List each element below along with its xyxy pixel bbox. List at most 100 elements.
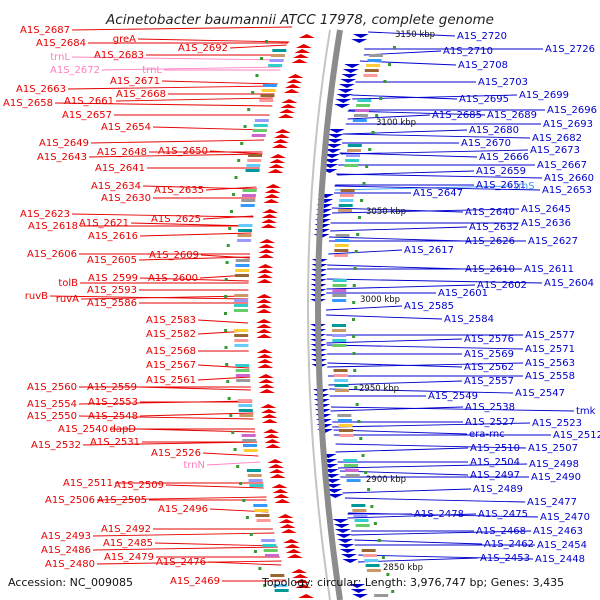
tick-mark xyxy=(362,182,366,185)
label-connector xyxy=(88,153,262,158)
gene-label: trnS xyxy=(514,181,535,192)
function-band xyxy=(264,554,279,557)
genome-backbone xyxy=(315,29,343,600)
function-band xyxy=(337,419,352,422)
function-band xyxy=(332,279,347,282)
label-connector xyxy=(344,497,526,503)
function-band xyxy=(254,509,269,512)
gene-label: A1S_2672 xyxy=(50,65,100,76)
kbp-mark: 3050 kbp xyxy=(366,207,406,217)
label-connector xyxy=(71,56,285,61)
label-connector xyxy=(347,110,486,116)
function-band xyxy=(262,544,277,547)
gene-label: A1S_2563 xyxy=(525,358,575,369)
function-band xyxy=(352,509,367,512)
function-band xyxy=(346,154,361,157)
function-band xyxy=(235,259,250,262)
tick-mark xyxy=(227,397,231,400)
forward-gene-arrow xyxy=(292,574,309,578)
label-connector xyxy=(338,463,528,469)
gene-label: A1S_2576 xyxy=(464,334,514,345)
gene-label: A1S_2602 xyxy=(477,280,527,291)
function-band xyxy=(234,304,249,307)
function-band xyxy=(234,329,249,332)
tick-mark xyxy=(251,91,255,94)
function-band xyxy=(235,264,250,267)
gene-label: A1S_2659 xyxy=(476,166,526,177)
forward-gene-arrow xyxy=(280,529,297,533)
gene-label: A1S_2699 xyxy=(519,90,569,101)
gene-label: A1S_2568 xyxy=(146,346,196,357)
function-band xyxy=(355,524,370,527)
forward-gene-arrow xyxy=(258,384,275,388)
reverse-gene-arrow xyxy=(337,89,354,93)
forward-gene-arrow xyxy=(261,419,278,423)
function-band xyxy=(236,379,251,382)
function-band xyxy=(332,329,347,332)
function-band xyxy=(273,584,288,587)
label-connector xyxy=(115,97,273,102)
label-connector xyxy=(139,232,252,237)
label-connector xyxy=(326,305,403,311)
forward-gene-arrow xyxy=(257,269,274,273)
gene-label: A1S_2627 xyxy=(528,236,578,247)
label-connector xyxy=(202,452,259,457)
gene-label: A1S_2462 xyxy=(484,539,534,550)
function-band xyxy=(346,479,361,482)
label-connector xyxy=(130,222,253,227)
gene-label: A1S_2469 xyxy=(170,576,220,587)
label-connector xyxy=(348,512,539,518)
gene-label: A1S_2621 xyxy=(79,218,129,229)
tick-mark xyxy=(258,567,262,570)
forward-gene-arrow xyxy=(278,519,295,523)
function-band xyxy=(332,339,347,342)
forward-gene-arrow xyxy=(257,364,274,368)
gene-label: A1S_2708 xyxy=(458,60,508,71)
gene-label: ruvA xyxy=(56,294,79,305)
label-connector xyxy=(342,488,472,494)
tick-mark xyxy=(237,159,241,162)
function-band xyxy=(365,564,380,567)
forward-gene-arrow xyxy=(256,329,273,333)
function-band xyxy=(234,309,249,312)
forward-gene-arrow xyxy=(273,494,290,498)
gene-label: A1S_2601 xyxy=(438,288,488,299)
gene-label: A1S_2549 xyxy=(428,391,478,402)
label-connector xyxy=(335,447,469,453)
function-band xyxy=(243,444,258,447)
label-connector xyxy=(351,530,532,536)
forward-gene-arrow xyxy=(261,414,278,418)
function-band xyxy=(261,539,276,542)
tick-mark xyxy=(247,108,251,111)
tick-mark xyxy=(354,250,358,253)
forward-gene-arrow xyxy=(256,294,273,298)
function-band xyxy=(345,159,360,162)
function-band xyxy=(347,144,362,147)
gene-label: trnL xyxy=(142,65,162,76)
function-band xyxy=(337,414,352,417)
function-band xyxy=(270,574,285,577)
label-connector xyxy=(347,114,431,120)
label-connector xyxy=(328,380,463,386)
gene-label: A1S_2616 xyxy=(88,231,138,242)
label-connector xyxy=(92,532,275,537)
reverse-gene-arrow xyxy=(335,534,352,538)
tick-mark xyxy=(373,522,377,525)
function-band xyxy=(270,54,285,57)
label-connector xyxy=(209,150,263,155)
label-connector xyxy=(139,277,249,282)
gene-label: A1S_2463 xyxy=(533,526,583,537)
reverse-gene-arrow xyxy=(326,489,343,493)
gene-label: A1S_2489 xyxy=(473,484,523,495)
gene-label: A1S_2562 xyxy=(464,362,514,373)
label-connector xyxy=(335,443,527,449)
forward-gene-arrow xyxy=(272,489,289,493)
function-band xyxy=(274,589,289,592)
tick-mark xyxy=(225,363,229,366)
gene-label: A1S_2623 xyxy=(20,209,70,220)
tick-mark xyxy=(356,233,360,236)
label-connector xyxy=(137,38,290,43)
label-connector xyxy=(368,31,456,37)
tick-mark xyxy=(232,193,236,196)
